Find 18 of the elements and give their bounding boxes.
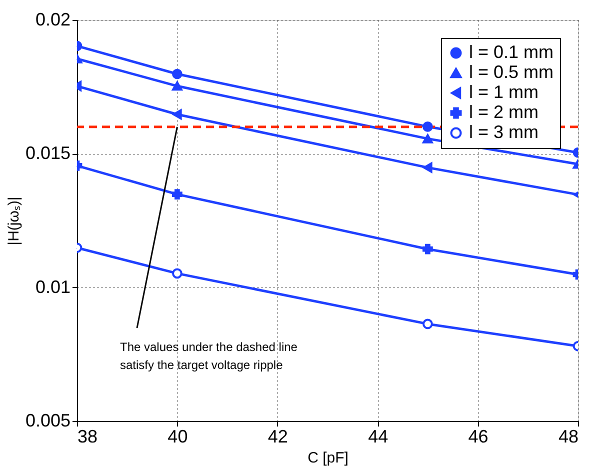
x-tick-label: 38	[78, 426, 98, 446]
legend-label: l = 3 mm	[469, 122, 539, 142]
x-tick-label: 40	[168, 426, 188, 446]
y-axis-title: |H(jωₛ)|	[5, 196, 22, 246]
legend-label: l = 0.5 mm	[469, 62, 554, 82]
x-tick-label: 44	[368, 426, 388, 446]
legend-label: l = 0.1 mm	[469, 42, 554, 62]
annotation: The values under the dashed line satisfy the target voltage ripple	[120, 340, 298, 372]
x-tick-label: 46	[468, 426, 488, 446]
x-tick-label: 42	[268, 426, 288, 446]
y-tick-label: 0.01	[35, 276, 70, 297]
legend-label: l = 2 mm	[469, 102, 539, 122]
y-tick-label: 0.015	[25, 143, 70, 164]
y-tick-label: 0.005	[25, 410, 70, 430]
y-tick-label: 0.02	[35, 10, 70, 30]
legend-label: l = 1 mm	[469, 82, 539, 102]
x-axis-title: C [pF]	[308, 450, 348, 466]
x-tick-label: 48	[558, 426, 578, 446]
